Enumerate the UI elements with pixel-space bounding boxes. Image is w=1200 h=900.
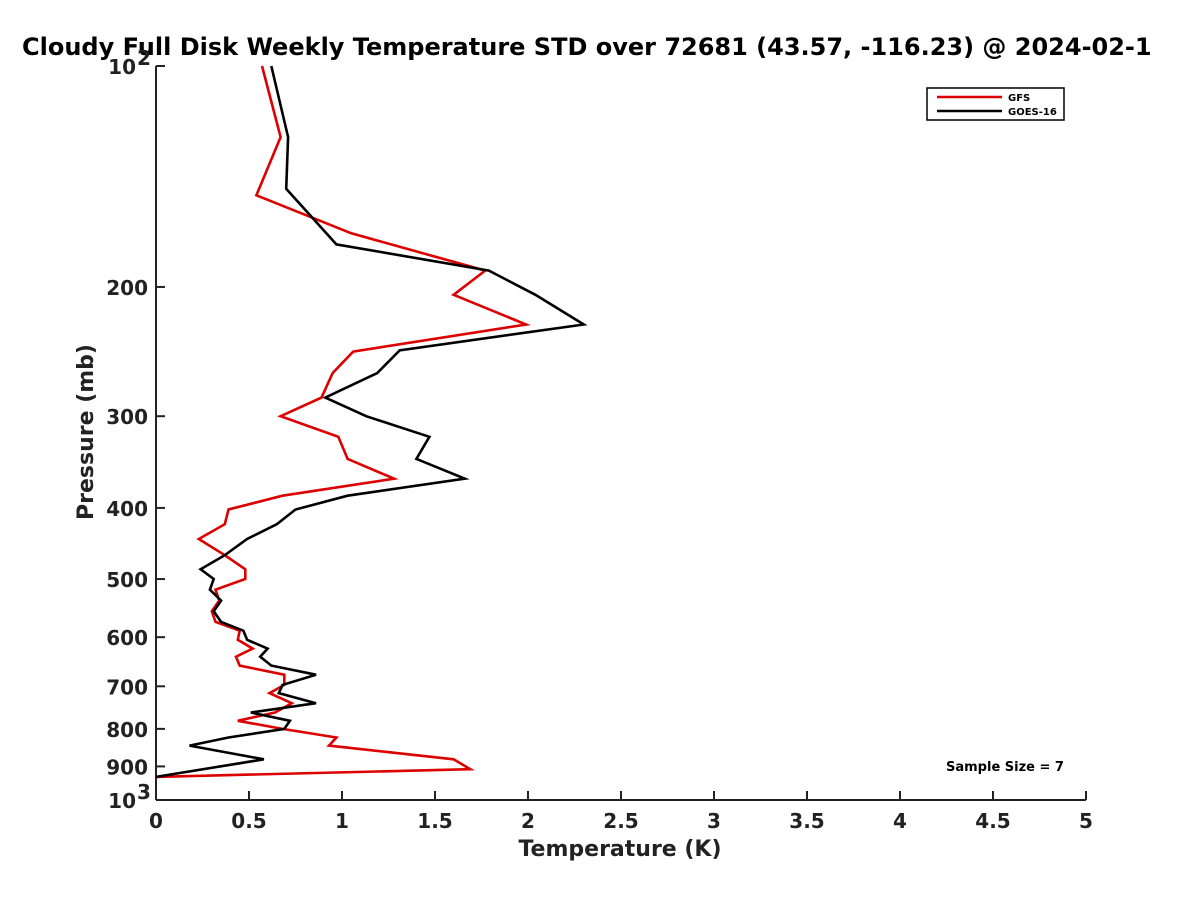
y-tick-label: 300 xyxy=(106,405,148,429)
x-tick-label: 4 xyxy=(893,809,907,833)
x-tick-label: 3.5 xyxy=(789,809,824,833)
y-tick-label: 800 xyxy=(106,718,148,742)
legend-label-goes-16: GOES-16 xyxy=(1008,107,1057,118)
x-tick-label: 0.5 xyxy=(231,809,266,833)
plot-area xyxy=(155,66,1086,801)
x-tick-label: 1 xyxy=(335,809,349,833)
x-tick-label: 2.5 xyxy=(603,809,638,833)
y-axis-label: Pressure (mb) xyxy=(74,344,99,520)
legend: GFS GOES-16 xyxy=(926,87,1065,121)
y-tick-label: 10 xyxy=(108,55,136,79)
series-layer xyxy=(155,65,588,779)
y-tick-label: 700 xyxy=(106,675,148,699)
x-axis: 0 0.5 1 1.5 2 2.5 3 3.5 4 4.5 5 xyxy=(149,791,1093,833)
x-tick-label: 1.5 xyxy=(417,809,452,833)
y-tick-label: 600 xyxy=(106,626,148,650)
legend-label-gfs: GFS xyxy=(1008,93,1030,104)
y-tick-label: 200 xyxy=(106,276,148,300)
x-tick-label: 3 xyxy=(707,809,721,833)
y-tick-label: 500 xyxy=(106,568,148,592)
y-tick-exponent: 3 xyxy=(137,780,151,804)
x-axis-label: Temperature (K) xyxy=(518,837,721,862)
y-tick-exponent: 2 xyxy=(137,46,151,70)
series-line-goes-16 xyxy=(155,65,588,779)
x-tick-label: 4.5 xyxy=(975,809,1010,833)
sample-size-annotation: Sample Size = 7 xyxy=(946,760,1064,775)
y-tick-label: 10 xyxy=(108,789,136,813)
legend-box xyxy=(926,87,1065,121)
x-tick-label: 0 xyxy=(149,809,163,833)
chart-title: Cloudy Full Disk Weekly Temperature STD … xyxy=(22,33,1152,61)
y-tick-label: 900 xyxy=(106,755,148,779)
x-tick-label: 2 xyxy=(521,809,535,833)
y-tick-label: 400 xyxy=(106,497,148,521)
x-tick-label: 5 xyxy=(1079,809,1093,833)
series-line-gfs xyxy=(155,65,531,779)
